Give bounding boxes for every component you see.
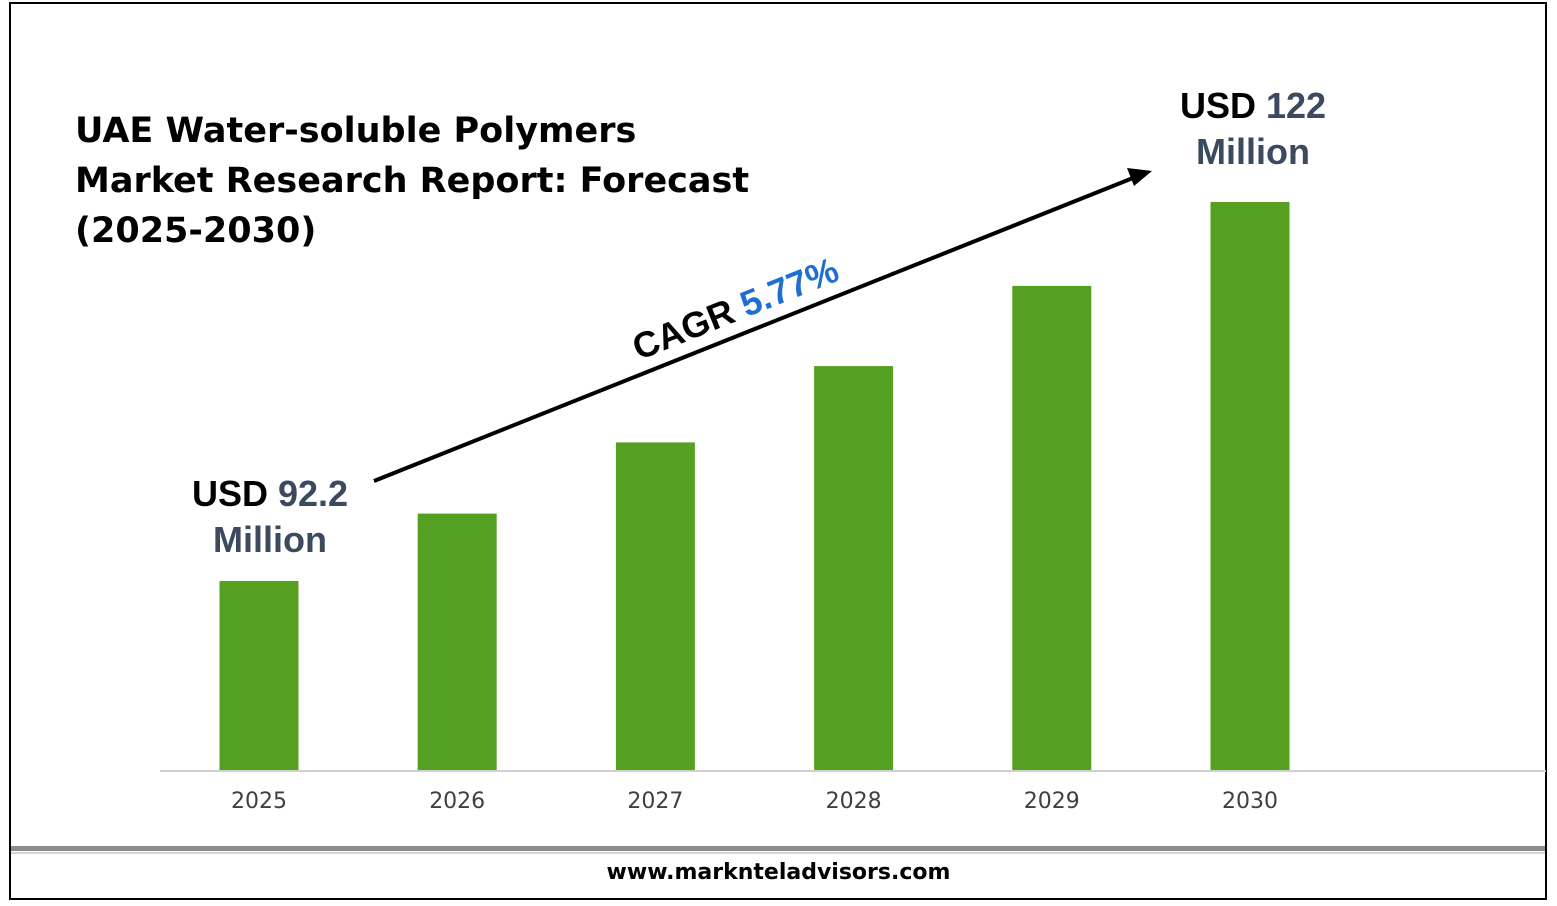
- start-value-prefix: USD: [192, 473, 278, 514]
- footer-website: www.marknteladvisors.com: [606, 860, 951, 885]
- footer-divider: [11, 846, 1545, 851]
- start-value-number: 92.2: [278, 473, 348, 514]
- x-tick-label-2027: 2027: [627, 789, 683, 814]
- bar-2027: [615, 442, 695, 770]
- bar-2030: [1210, 202, 1290, 770]
- chart-title: UAE Water-soluble Polymers Market Resear…: [75, 111, 750, 251]
- bars-group: [219, 202, 1290, 770]
- x-tick-label-2030: 2030: [1222, 789, 1278, 814]
- end-value-number: 122: [1266, 85, 1326, 126]
- x-tick-label-2026: 2026: [429, 789, 485, 814]
- bar-2029: [1012, 285, 1092, 770]
- bar-2025: [219, 581, 299, 770]
- start-value-unit: Million: [213, 519, 327, 560]
- x-tick-label-2025: 2025: [231, 789, 287, 814]
- bar-2028: [814, 366, 894, 770]
- x-tick-label-2029: 2029: [1024, 789, 1080, 814]
- end-value-prefix: USD: [1180, 85, 1266, 126]
- x-tick-labels: 2025 2026 2027 2028 2029 2030: [231, 789, 1278, 814]
- end-value-label: USD 122: [1180, 85, 1326, 126]
- footer-divider-shadow: [11, 852, 1545, 854]
- cagr-arrow: [373, 168, 1152, 483]
- bar-2026: [417, 513, 497, 770]
- start-value-label: USD 92.2: [192, 473, 348, 514]
- x-tick-label-2028: 2028: [826, 789, 882, 814]
- end-value-unit: Million: [1196, 131, 1310, 172]
